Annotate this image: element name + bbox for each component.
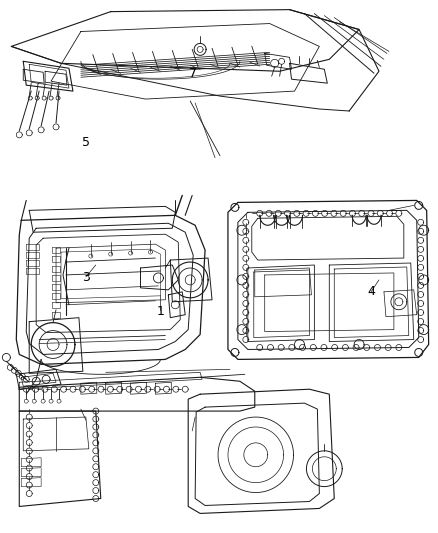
Text: 1: 1	[156, 305, 164, 318]
Text: 4: 4	[367, 286, 375, 298]
Text: 3: 3	[82, 271, 90, 284]
Text: 5: 5	[82, 135, 90, 149]
Text: 7: 7	[189, 67, 197, 80]
